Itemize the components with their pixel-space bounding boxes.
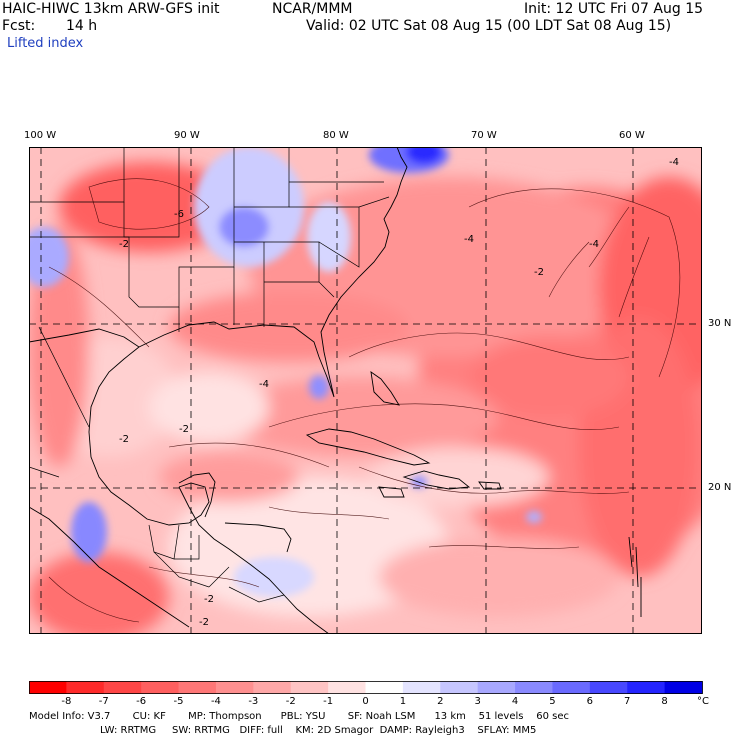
field-name: Lifted index [7, 36, 84, 51]
contour-label: -2 [199, 617, 209, 628]
colorbar-swatch [515, 681, 553, 694]
model-title: HAIC-HIWC 13km ARW-GFS init [2, 1, 220, 17]
colorbar-swatch [253, 681, 292, 694]
colorbar-swatch [290, 681, 329, 694]
contour-values: -2 -4 -2 -2 -4 -2 -4 -4 -2 -2 -6 [119, 157, 679, 628]
colorbar-swatch [328, 681, 366, 694]
colorbar-swatch [103, 681, 142, 694]
colorbar-label: 6 [586, 696, 594, 707]
lon-label-90w: 90 W [174, 130, 200, 141]
forecast-hour: 14 h [66, 18, 98, 34]
colorbar-label: 0 [362, 696, 369, 707]
org-label: NCAR/MMM [272, 1, 353, 17]
colorbar-label: -5 [173, 696, 184, 707]
colorbar-label: -4 [210, 696, 221, 707]
colorbar-label: -2 [285, 696, 296, 707]
colorbar-swatch [178, 681, 217, 694]
lat-label-20n: 20 N [708, 482, 732, 493]
colorbar-unit: °C [697, 696, 709, 707]
colorbar-swatch [215, 681, 254, 694]
colorbar [29, 681, 703, 694]
colorbar-label: 8 [661, 696, 668, 707]
colorbar-swatch [29, 681, 67, 694]
colorbar-label: 1 [399, 696, 407, 707]
colorbar-swatch [365, 681, 404, 694]
colorbar-label: 3 [474, 696, 481, 707]
contour-label: -4 [259, 379, 269, 390]
colorbar-label: -1 [323, 696, 334, 707]
colorbar-swatch [552, 681, 591, 694]
lon-label-70w: 70 W [471, 130, 497, 141]
field-shading [29, 162, 702, 634]
lifted-index-map: -2 -4 -2 -2 -4 -2 -4 -4 -2 -2 -6 [29, 147, 702, 634]
model-info-line-2: LW: RRTMG SW: RRTMG DIFF: full KM: 2D Sm… [100, 725, 537, 736]
init-time: Init: 12 UTC Fri 07 Aug 15 [524, 1, 704, 17]
contour-label: -2 [204, 594, 214, 605]
colorbar-swatch [440, 681, 479, 694]
contour-label: -4 [669, 157, 679, 168]
contour-label: -2 [119, 239, 129, 250]
colorbar-label: 2 [437, 696, 444, 707]
colorbar-label: 5 [549, 696, 556, 707]
contour-label: -2 [534, 267, 544, 278]
lon-label-100w: 100 W [24, 130, 57, 141]
valid-time: Valid: 02 UTC Sat 08 Aug 15 (00 LDT Sat … [306, 18, 672, 34]
colorbar-label: -8 [61, 696, 72, 707]
borders [29, 147, 390, 603]
colorbar-label: -3 [248, 696, 259, 707]
model-info-line-1: Model Info: V3.7 CU: KF MP: Thompson PBL… [29, 711, 569, 722]
contour-lines [48, 178, 681, 623]
colorbar-swatch [664, 681, 703, 694]
coastlines [29, 147, 642, 634]
contour-label: -4 [464, 234, 474, 245]
forecast-label: Fcst: [2, 18, 36, 34]
contour-label: -2 [119, 434, 129, 445]
colorbar-swatch [477, 681, 516, 694]
contour-label: -4 [589, 239, 599, 250]
map-frame [29, 147, 702, 634]
colorbar-label: -6 [136, 696, 147, 707]
colorbar-swatch [402, 681, 441, 694]
colorbar-swatch [66, 681, 105, 694]
graticule [29, 147, 702, 634]
lat-label-30n: 30 N [708, 318, 732, 329]
colorbar-swatch [141, 681, 180, 694]
colorbar-swatch [589, 681, 628, 694]
colorbar-label: 7 [624, 696, 631, 707]
colorbar-label: -7 [98, 696, 109, 707]
contour-label: -6 [174, 209, 184, 220]
lon-label-60w: 60 W [619, 130, 645, 141]
colorbar-label: 4 [511, 696, 519, 707]
colorbar-swatch [627, 681, 666, 694]
contour-label: -2 [179, 424, 189, 435]
lon-label-80w: 80 W [323, 130, 349, 141]
